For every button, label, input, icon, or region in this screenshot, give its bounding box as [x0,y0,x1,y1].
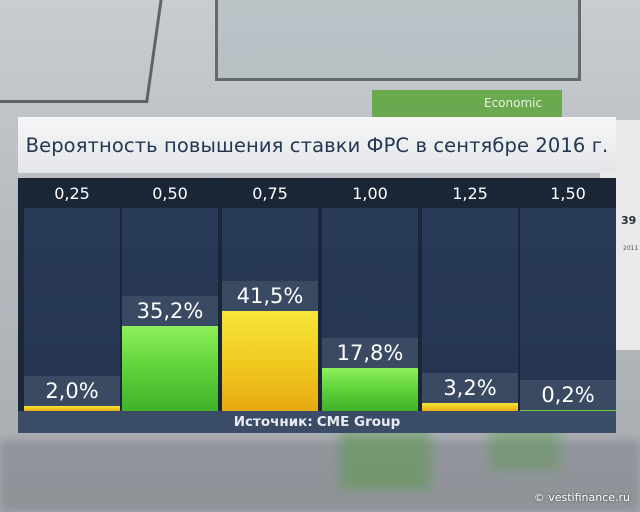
value-label: 17,8% [322,338,418,368]
studio-side-number: 39 [621,214,637,227]
chart-column: 1,25 3,2% [422,178,518,411]
studio-screen-green [372,90,562,120]
source-label: Источник: [233,414,313,430]
value-label: 2,0% [24,376,120,406]
chart-bar [222,311,318,411]
category-label: 0,75 [222,178,318,208]
category-label: 0,25 [24,178,120,208]
bar-chart: 0,25 2,0% 0,50 35,2% 0,75 41,5% 1,00 17,8% 1,25 3… [18,178,616,411]
category-label: 1,25 [422,178,518,208]
value-label: 0,2% [520,380,616,410]
value-label: 3,2% [422,373,518,403]
studio-floor [0,440,640,512]
chart-column: 1,50 0,2% [520,178,616,411]
value-label: 41,5% [222,281,318,311]
source-bar: Источник: CME Group [18,411,616,433]
chart-bar [24,406,120,411]
chart-column: 0,50 35,2% [122,178,218,411]
studio-frame-left [0,0,164,103]
chart-bar [322,368,418,411]
category-label: 1,00 [322,178,418,208]
value-label: 35,2% [122,296,218,326]
category-label: 0,50 [122,178,218,208]
studio-side-small: 2011 [623,245,639,252]
category-label: 1,50 [520,178,616,208]
source-value: CME Group [316,414,401,430]
studio-floor-light-1 [340,430,430,490]
chart-title: Вероятность повышения ставки ФРС в сентя… [25,133,609,157]
watermark: © vestifinance.ru [533,491,630,504]
chart-column: 0,25 2,0% [24,178,120,411]
studio-frame-center [215,0,581,81]
chart-column: 1,00 17,8% [322,178,418,411]
chart-bar [422,403,518,411]
chart-column: 0,75 41,5% [222,178,318,411]
studio-screen-text: Economic [484,96,543,110]
chart-title-bar: Вероятность повышения ставки ФРС в сентя… [18,117,616,173]
chart-bar [520,410,616,411]
chart-bar [122,326,218,411]
